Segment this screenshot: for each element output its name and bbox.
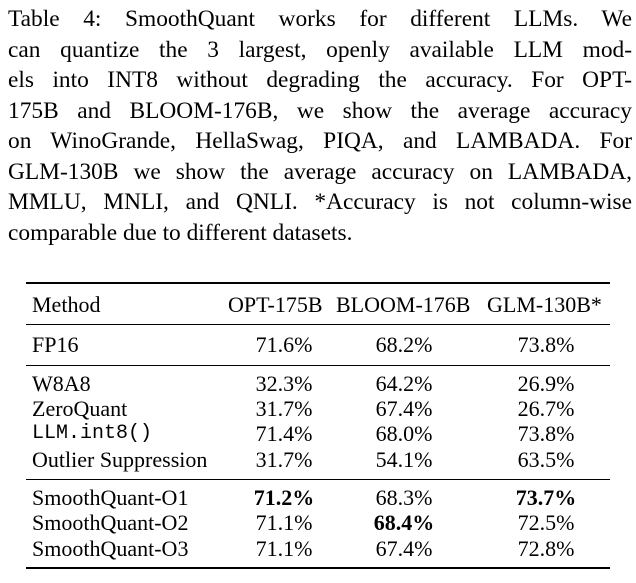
cell-glm: 72.5% [517,510,575,535]
caption-line: MMLU, MNLI, and QNLI. *Accuracy is not c… [8,189,632,215]
table-caption: Table 4: SmoothQuant works for different… [8,4,632,248]
cell-opt: 71.4% [255,421,313,446]
header-rule [26,324,610,325]
cell-glm: 26.7% [517,396,575,421]
row-method: ZeroQuant [32,396,128,421]
cell-bloom-best: 68.4% [373,510,435,535]
cell-glm: 72.8% [517,536,575,561]
caption-line: GLM-130B we show the average accuracy on… [8,158,632,185]
cell-glm: 26.9% [517,371,575,396]
cell-opt: 71.1% [255,510,313,535]
cell-bloom: 68.3% [375,485,433,510]
row-method: LLM.int8() [32,422,153,445]
cell-bloom: 54.1% [375,447,433,472]
row-method: FP16 [32,332,79,357]
cell-bloom: 68.2% [375,332,433,357]
row-method: SmoothQuant-O1 [32,485,189,510]
cell-opt: 32.3% [255,371,313,396]
caption-line: on WinoGrande, HellaSwag, PIQA, and LAMB… [8,128,632,154]
group-rule [26,479,610,480]
cell-opt: 71.1% [255,536,313,561]
cell-bloom: 64.2% [375,371,433,396]
header-method: Method [32,292,101,317]
cell-glm: 73.8% [517,421,575,446]
row-method: W8A8 [32,371,91,396]
cell-opt: 71.6% [255,332,313,357]
cell-bloom: 67.4% [375,536,433,561]
caption-line: 175B and BLOOM-176B, we show the average… [8,97,632,124]
group-rule [26,365,610,366]
caption-line: can quantize the 3 largest, openly avail… [8,36,632,63]
cell-bloom: 68.0% [375,421,433,446]
row-method: SmoothQuant-O3 [32,536,189,561]
cell-opt: 31.7% [255,447,313,472]
cell-opt-best: 71.2% [253,485,315,510]
caption-line: Table 4: SmoothQuant works for different… [8,6,632,32]
cell-glm: 63.5% [517,447,575,472]
cell-glm: 73.8% [517,332,575,357]
bottom-rule [26,567,610,569]
caption-line: els into INT8 without degrading the accu… [8,67,632,93]
header-opt: OPT-175B [228,292,323,317]
cell-glm-best: 73.7% [515,485,577,510]
row-method: Outlier Suppression [32,447,208,472]
cell-opt: 31.7% [255,396,313,421]
cell-bloom: 67.4% [375,396,433,421]
top-rule [26,282,610,284]
header-bloom: BLOOM-176B [336,292,471,317]
caption-line: comparable due to different datasets. [8,219,353,246]
row-method: SmoothQuant-O2 [32,510,189,535]
header-glm: GLM-130B* [487,292,602,317]
